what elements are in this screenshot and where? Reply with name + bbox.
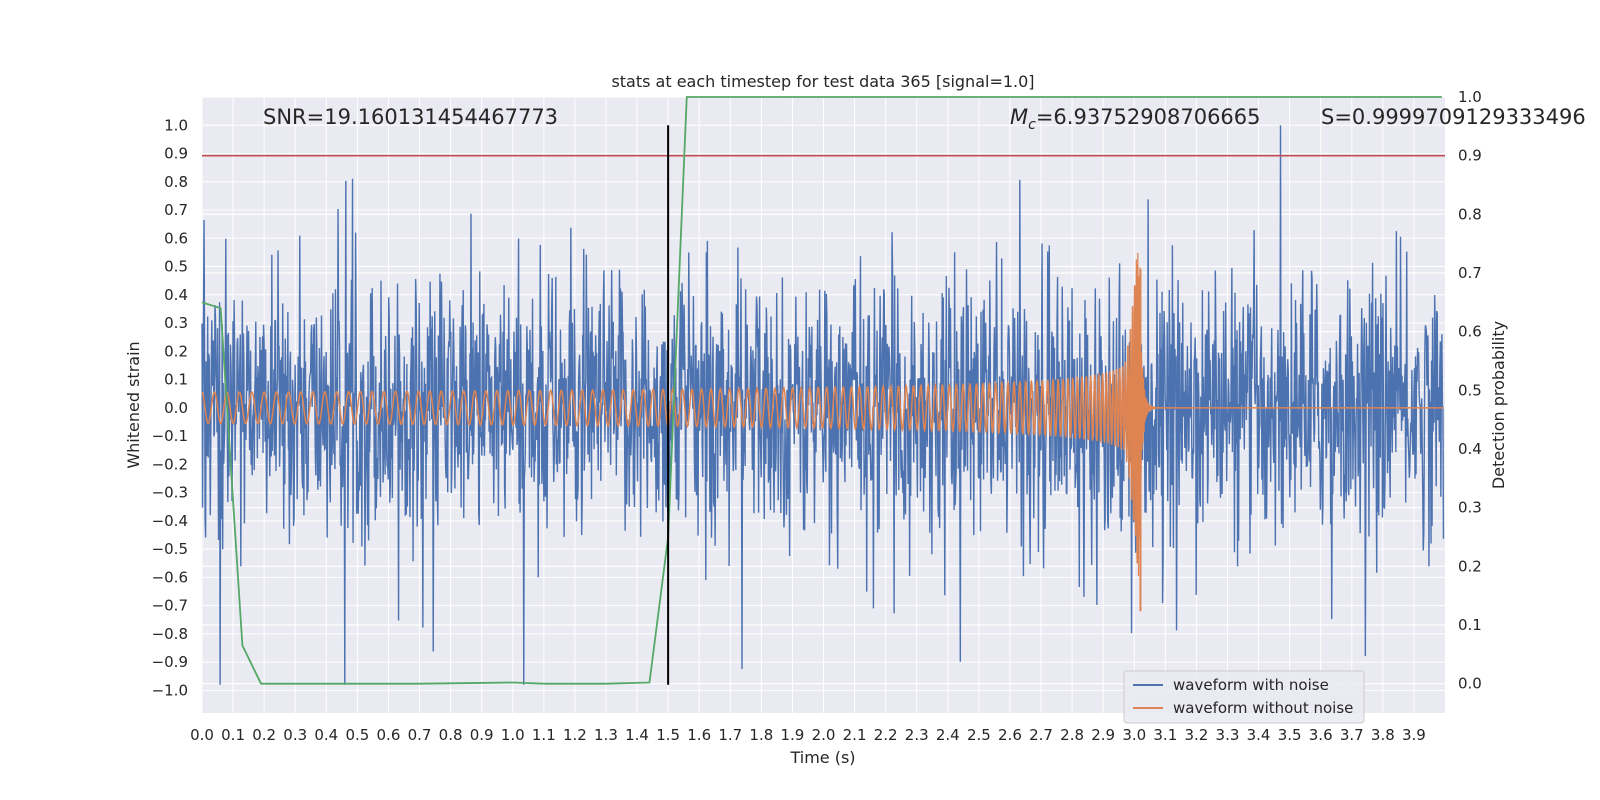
- x-tick-label: 1.2: [563, 726, 587, 744]
- x-tick-label: 0.3: [283, 726, 307, 744]
- x-tick-label: 3.2: [1184, 726, 1208, 744]
- y-tick-label: 0.9: [164, 145, 188, 163]
- y-tick-label: 0.6: [164, 229, 188, 247]
- y2-tick-label: 0.2: [1458, 557, 1482, 575]
- y2-tick-label: 0.6: [1458, 323, 1482, 341]
- x-tick-label: 2.0: [812, 726, 836, 744]
- y-axis-label: Whitened strain: [124, 341, 143, 468]
- x-tick-label: 3.8: [1371, 726, 1395, 744]
- x-axis-label: Time (s): [789, 748, 855, 767]
- x-axis-ticks: 0.0 0.1 0.2 0.3 0.4 0.5 0.6 0.7 0.8 0.9 1.0 1.1 1.2 1…: [190, 726, 1426, 744]
- x-tick-label: 2.4: [936, 726, 960, 744]
- x-tick-label: 0.8: [439, 726, 463, 744]
- y2-axis-label: Detection probability: [1489, 321, 1508, 489]
- x-tick-label: 1.3: [594, 726, 618, 744]
- legend: waveform with noise waveform without noi…: [1123, 670, 1365, 724]
- x-tick-label: 1.8: [749, 726, 773, 744]
- y-axis-ticks: −1.0 −0.9 −0.8 −0.7 −0.6 −0.5 −0.4 −0.3 −0.2 −0.1…: [152, 116, 188, 699]
- legend-box: [1123, 670, 1365, 724]
- x-tick-label: 0.9: [470, 726, 494, 744]
- x-tick-label: 1.4: [625, 726, 649, 744]
- x-tick-label: 1.0: [501, 726, 525, 744]
- x-tick-label: 3.9: [1402, 726, 1426, 744]
- series-waveform-without-noise: [201, 264, 1444, 577]
- x-tick-label: 2.6: [998, 726, 1022, 744]
- x-tick-label: 2.1: [843, 726, 867, 744]
- snr-annotation: SNR=19.160131454467773: [263, 105, 558, 129]
- chirp-mass-annotation: Mc=6.93752908706665: [1010, 105, 1261, 133]
- x-tick-label: 1.1: [532, 726, 556, 744]
- y-tick-label: −0.1: [152, 427, 188, 445]
- y-tick-label: −0.2: [152, 455, 188, 473]
- y-tick-label: 0.0: [164, 399, 188, 417]
- x-tick-label: 0.0: [190, 726, 214, 744]
- y-tick-label: −0.7: [152, 597, 188, 615]
- x-tick-label: 0.5: [345, 726, 369, 744]
- y-tick-label: 0.8: [164, 173, 188, 191]
- y-tick-label: 0.5: [164, 258, 188, 276]
- y2-tick-label: 0.1: [1458, 616, 1482, 634]
- y-tick-label: 0.3: [164, 314, 188, 332]
- y-tick-label: 0.4: [164, 286, 188, 304]
- x-tick-label: 0.7: [408, 726, 432, 744]
- y-tick-label: −0.4: [152, 512, 188, 530]
- y2-tick-label: 0.0: [1458, 675, 1482, 693]
- chirp-mass-symbol: M: [1010, 105, 1028, 129]
- x-tick-label: 3.0: [1122, 726, 1146, 744]
- y2-tick-label: 1.0: [1458, 88, 1482, 106]
- y-tick-label: −0.8: [152, 625, 188, 643]
- y2-tick-label: 0.8: [1458, 205, 1482, 223]
- x-tick-label: 2.5: [967, 726, 991, 744]
- chart-title: stats at each timestep for test data 365…: [611, 72, 1034, 91]
- x-tick-label: 1.6: [687, 726, 711, 744]
- chirp-mass-value: =6.93752908706665: [1036, 105, 1261, 129]
- y-tick-label: 0.7: [164, 201, 188, 219]
- x-tick-label: 2.3: [905, 726, 929, 744]
- y-tick-label: 0.1: [164, 371, 188, 389]
- x-tick-label: 2.2: [874, 726, 898, 744]
- y-tick-label: −0.6: [152, 568, 188, 586]
- x-tick-label: 0.4: [314, 726, 338, 744]
- y-tick-label: 1.0: [164, 116, 188, 134]
- x-tick-label: 1.5: [656, 726, 680, 744]
- x-tick-label: 3.7: [1340, 726, 1364, 744]
- y-tick-label: −1.0: [152, 681, 188, 699]
- y-tick-label: 0.2: [164, 342, 188, 360]
- chirp-mass-subscript: c: [1028, 117, 1036, 133]
- x-tick-label: 1.7: [718, 726, 742, 744]
- x-tick-label: 3.3: [1216, 726, 1240, 744]
- x-tick-label: 3.6: [1309, 726, 1333, 744]
- y-tick-label: −0.9: [152, 653, 188, 671]
- legend-entry-noisy: waveform with noise: [1173, 676, 1329, 694]
- y2-tick-label: 0.7: [1458, 264, 1482, 282]
- x-tick-label: 2.8: [1060, 726, 1084, 744]
- y-tick-label: −0.5: [152, 540, 188, 558]
- x-tick-label: 3.1: [1153, 726, 1177, 744]
- series-waveform-with-noise: [201, 125, 1445, 685]
- x-tick-label: 0.2: [252, 726, 276, 744]
- y2-tick-label: 0.5: [1458, 381, 1482, 399]
- y2-tick-label: 0.9: [1458, 147, 1482, 165]
- plot-content: [201, 96, 1445, 685]
- x-tick-label: 2.7: [1029, 726, 1053, 744]
- x-tick-label: 0.6: [377, 726, 401, 744]
- x-tick-label: 3.5: [1278, 726, 1302, 744]
- y2-tick-label: 0.3: [1458, 499, 1482, 517]
- x-tick-label: 0.1: [221, 726, 245, 744]
- detection-score-annotation: S=0.9999709129333496: [1321, 105, 1586, 129]
- x-tick-label: 1.9: [780, 726, 804, 744]
- y-tick-label: −0.3: [152, 484, 188, 502]
- x-tick-label: 3.4: [1247, 726, 1271, 744]
- legend-entry-clean: waveform without noise: [1173, 699, 1353, 717]
- x-tick-label: 2.9: [1091, 726, 1115, 744]
- y2-tick-label: 0.4: [1458, 440, 1482, 458]
- y2-axis-ticks: 0.0 0.1 0.2 0.3 0.4 0.5 0.6 0.7 0.8 0.9 1.0: [1458, 88, 1482, 693]
- series-waveform-without-noise-merger: [947, 252, 1166, 576]
